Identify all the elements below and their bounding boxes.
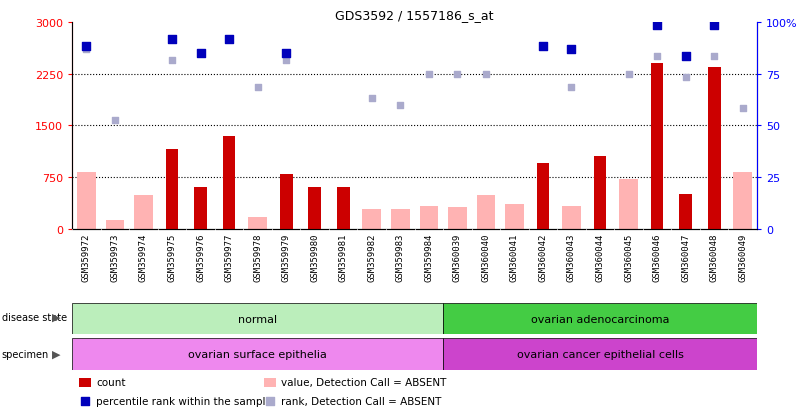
Text: GSM360048: GSM360048	[710, 233, 718, 281]
Bar	[679, 195, 692, 229]
Text: GSM360041: GSM360041	[510, 233, 519, 281]
Text: GSM359973: GSM359973	[111, 233, 119, 281]
Bar	[708, 67, 721, 229]
Point	[565, 85, 578, 91]
Bar	[223, 136, 235, 229]
Point	[252, 85, 264, 91]
Point	[679, 54, 692, 60]
Point	[166, 57, 179, 64]
Text: GSM359979: GSM359979	[282, 233, 291, 281]
Text: GSM359983: GSM359983	[396, 233, 405, 281]
Text: GSM359977: GSM359977	[224, 233, 234, 281]
Bar	[448, 207, 467, 229]
Text: GSM359984: GSM359984	[425, 233, 433, 281]
Point	[480, 71, 493, 78]
Title: GDS3592 / 1557186_s_at: GDS3592 / 1557186_s_at	[336, 9, 493, 21]
Point	[194, 50, 207, 57]
Bar	[264, 377, 276, 387]
Text: ▶: ▶	[51, 349, 60, 359]
Point	[394, 102, 407, 109]
Text: GSM360047: GSM360047	[681, 233, 690, 281]
Bar	[619, 180, 638, 229]
Bar	[537, 164, 549, 229]
Bar	[734, 172, 752, 229]
Point	[422, 71, 435, 78]
Bar	[194, 188, 207, 229]
Point	[708, 54, 721, 60]
Bar	[308, 188, 321, 229]
Text: GSM360042: GSM360042	[538, 233, 547, 281]
Text: GSM359981: GSM359981	[339, 233, 348, 281]
Point	[78, 398, 91, 405]
Point	[108, 117, 121, 124]
Text: specimen: specimen	[2, 349, 49, 359]
Bar	[77, 173, 95, 229]
Bar	[248, 218, 267, 229]
Bar	[166, 150, 179, 229]
Text: GSM359978: GSM359978	[253, 233, 262, 281]
Text: GSM359976: GSM359976	[196, 233, 205, 281]
Point	[565, 47, 578, 54]
Text: GSM360044: GSM360044	[595, 233, 605, 281]
Text: GSM360040: GSM360040	[481, 233, 490, 281]
Text: ovarian adenocarcinoma: ovarian adenocarcinoma	[531, 314, 670, 324]
Point	[80, 43, 93, 50]
Point	[622, 71, 635, 78]
Text: disease state: disease state	[2, 312, 66, 322]
Bar	[72, 339, 443, 370]
Point	[736, 105, 749, 112]
Point	[679, 74, 692, 81]
Text: value, Detection Call = ABSENT: value, Detection Call = ABSENT	[281, 377, 446, 387]
Point	[80, 47, 93, 54]
Text: GSM359975: GSM359975	[167, 233, 176, 281]
Text: GSM359980: GSM359980	[310, 233, 319, 281]
Bar	[391, 210, 409, 229]
Point	[280, 50, 292, 57]
Text: normal: normal	[238, 314, 277, 324]
Bar	[443, 304, 757, 335]
Bar	[362, 210, 381, 229]
Bar	[336, 188, 349, 229]
Bar	[562, 206, 581, 229]
Bar	[79, 377, 91, 387]
Text: GSM360043: GSM360043	[567, 233, 576, 281]
Text: percentile rank within the sample: percentile rank within the sample	[96, 396, 272, 406]
Text: count: count	[96, 377, 126, 387]
Text: ovarian cancer epithelial cells: ovarian cancer epithelial cells	[517, 349, 683, 359]
Point	[223, 37, 235, 43]
Text: GSM360046: GSM360046	[653, 233, 662, 281]
Point	[365, 95, 378, 102]
Text: GSM359982: GSM359982	[367, 233, 376, 281]
Bar	[477, 195, 495, 229]
Bar	[594, 157, 606, 229]
Text: GSM359974: GSM359974	[139, 233, 148, 281]
Point	[280, 57, 292, 64]
Bar	[106, 220, 124, 229]
Bar	[443, 339, 757, 370]
Text: ovarian surface epithelia: ovarian surface epithelia	[188, 349, 327, 359]
Bar	[650, 64, 663, 229]
Text: GSM359972: GSM359972	[82, 233, 91, 281]
Text: GSM360049: GSM360049	[739, 233, 747, 281]
Bar	[505, 204, 524, 229]
Point	[166, 37, 179, 43]
Point	[537, 43, 549, 50]
Point	[650, 54, 663, 60]
Text: ▶: ▶	[51, 312, 60, 322]
Bar	[72, 304, 443, 335]
Text: rank, Detection Call = ABSENT: rank, Detection Call = ABSENT	[281, 396, 441, 406]
Text: GSM360045: GSM360045	[624, 233, 633, 281]
Bar	[420, 206, 438, 229]
Point	[650, 23, 663, 29]
Point	[264, 398, 276, 405]
Point	[451, 71, 464, 78]
Bar	[134, 195, 153, 229]
Bar	[280, 174, 292, 229]
Text: GSM360039: GSM360039	[453, 233, 462, 281]
Point	[708, 23, 721, 29]
